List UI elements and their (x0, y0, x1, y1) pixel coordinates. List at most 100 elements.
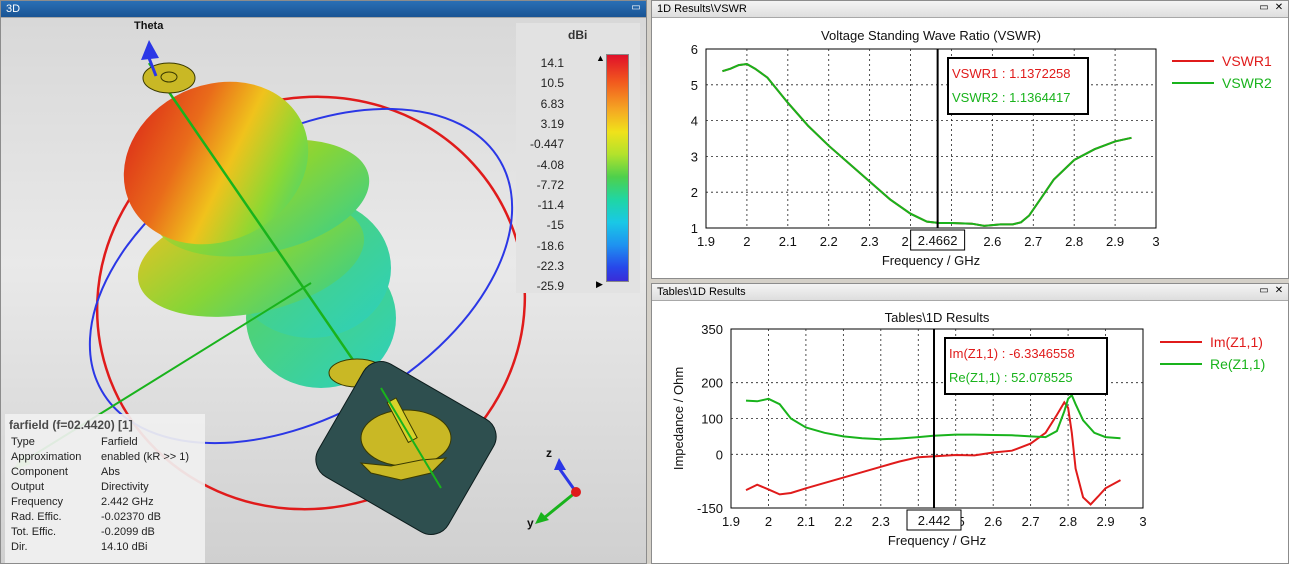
marker-value-box (910, 229, 966, 251)
colorbar-tick-label: -15 (546, 218, 564, 233)
x-axis-label: Frequency / GHz (882, 253, 980, 268)
tables-pane: Tables\1D Results ▭ ✕ Tables\1D Results 1… (651, 283, 1289, 564)
info-key: Component (11, 466, 68, 478)
marker-readout-text: Re(Z1,1) : 52.078525 (949, 370, 1073, 385)
main-lobe (123, 81, 309, 245)
vswr-chart[interactable]: Voltage Standing Wave Ratio (VSWR) 1.9 2 2.… (652, 18, 1288, 278)
colorbar-min-handle-icon[interactable]: ▶ (596, 279, 603, 289)
colorbar-tick-label: -18.6 (536, 238, 564, 253)
x-tick-label: 2.1 (797, 514, 815, 529)
colorbar-unit: dBi (568, 28, 588, 42)
y-tick-label: 200 (701, 376, 723, 391)
x-tick-label: 2.9 (1097, 514, 1115, 529)
theta-label: Theta (134, 20, 164, 32)
y-tick-label: 4 (691, 114, 698, 129)
y-tick-label: 350 (701, 322, 723, 337)
tables-titlebar[interactable]: Tables\1D Results ▭ ✕ (652, 284, 1288, 301)
legend-label[interactable]: VSWR1 (1222, 53, 1272, 69)
triad-y-label: y (527, 516, 534, 530)
x-tick-label: 2.3 (861, 234, 879, 249)
farfield-info-panel: farfield (f=02.4420) [1] Type Farfield App… (5, 414, 205, 563)
colorbar-tick-label: -22.3 (536, 259, 564, 273)
colorbar-tick-label: 10.5 (540, 76, 564, 91)
top-disc (142, 62, 196, 94)
z-axis-icon (554, 458, 566, 470)
legend-label[interactable]: Im(Z1,1) (1210, 334, 1263, 350)
info-key: Rad. Effic. (11, 511, 62, 523)
farfield-info-title: farfield (f=02.4420) [1] (9, 418, 133, 432)
series-line-2 (745, 393, 1121, 441)
x-tick-label: 2.6 (984, 514, 1002, 529)
colorbar-tick-label: 3.19 (540, 116, 564, 131)
x-tick-label: 3 (1152, 234, 1159, 249)
x-tick-label: 2.8 (1065, 234, 1083, 249)
x-tick-label: 2.8 (1059, 514, 1077, 529)
vswr-pane-title: 1D Results\VSWR (657, 3, 747, 15)
view3d-restore-icon[interactable]: ▭ (631, 2, 641, 13)
chart-title: Voltage Standing Wave Ratio (VSWR) (821, 28, 1041, 43)
marker-readout-text: VSWR1 : 1.1372258 (952, 66, 1071, 81)
info-value: Farfield (101, 436, 138, 448)
x-tick-label: 2 (743, 234, 750, 249)
colorbar-gradient (606, 54, 629, 282)
info-key: Type (11, 436, 35, 448)
marker-readout-text: VSWR2 : 1.1364417 (952, 90, 1071, 105)
colorbar-tick-label: -0.447 (529, 137, 564, 152)
y-tick-label: 100 (701, 412, 723, 427)
info-value: Directivity (101, 481, 149, 493)
y-tick-label: 5 (691, 78, 698, 93)
info-value: -0.2099 dB (101, 526, 155, 538)
y-tick-label: 0 (716, 447, 723, 462)
info-key: Output (11, 481, 45, 493)
x-tick-label: 2.7 (1022, 514, 1040, 529)
info-key: Tot. Effic. (11, 526, 57, 538)
farfield-scene[interactable]: Theta z y (1, 18, 646, 563)
view3d-title: 3D (6, 3, 21, 15)
marker-value-box (906, 509, 962, 531)
legend-label[interactable]: VSWR2 (1222, 75, 1272, 91)
impedance-chart[interactable]: Tables\1D Results1.922.12.22.32.42.52.62… (652, 301, 1288, 563)
marker-value-label: 2.442 (918, 513, 951, 528)
x-tick-label: 2.6 (983, 234, 1001, 249)
marker-value-label: 2.4662 (918, 233, 958, 248)
info-value: 14.10 dBi (101, 541, 148, 553)
series-line-2 (722, 62, 1132, 227)
x-tick-label: 1.9 (722, 514, 740, 529)
tables-restore-icon[interactable]: ▭ (1259, 285, 1269, 296)
y-axis-icon (535, 512, 549, 524)
y-tick-label: -150 (697, 501, 723, 516)
tables-close-icon[interactable]: ✕ (1274, 285, 1284, 296)
tables-pane-title: Tables\1D Results (657, 286, 746, 298)
legend-label[interactable]: Re(Z1,1) (1210, 356, 1265, 372)
marker-readout-box (947, 57, 1089, 115)
vswr-restore-icon[interactable]: ▭ (1259, 2, 1269, 13)
colorbar-tick-label: -25.9 (536, 279, 564, 294)
info-value: Abs (101, 466, 120, 478)
y-tick-label: 6 (691, 42, 698, 57)
x-tick-label: 2.2 (820, 234, 838, 249)
colorbar-tick-label: -11.4 (537, 198, 564, 213)
marker-readout-box (944, 337, 1108, 395)
triad-z-label: z (546, 446, 552, 460)
x-tick-label: 3 (1139, 514, 1146, 529)
vswr-titlebar[interactable]: 1D Results\VSWR ▭ ✕ (652, 1, 1288, 18)
colorbar: dBi 14.1 10.5 6.83 3.19 -0.447 -4.08 -7.72 -11.… (516, 23, 640, 293)
y-axis-label: Impedance / Ohm (671, 367, 686, 470)
colorbar-max-handle-icon[interactable]: ▲ (596, 53, 605, 63)
colorbar-tick-label: 6.83 (540, 96, 564, 111)
vswr-close-icon[interactable]: ✕ (1274, 2, 1284, 13)
colorbar-tick-label: -4.08 (536, 157, 564, 172)
info-value: 2.442 GHz (101, 496, 154, 508)
x-axis-label: Frequency / GHz (888, 533, 986, 548)
colorbar-tick-label: 14.1 (540, 56, 564, 70)
x-tick-label: 2.2 (834, 514, 852, 529)
series-line-1 (745, 400, 1121, 506)
view3d-canvas[interactable]: Theta z y dBi 14.1 10.5 6.83 3.19 -0.447 -4.0… (1, 18, 646, 563)
x-tick-label: 2 (765, 514, 772, 529)
chart-title: Tables\1D Results (885, 310, 990, 325)
y-tick-label: 1 (691, 221, 698, 236)
info-value: enabled (kR >> 1) (101, 451, 190, 463)
view3d-titlebar[interactable]: 3D ▭ (1, 1, 646, 18)
info-value: -0.02370 dB (101, 511, 161, 523)
x-tick-label: 1.9 (697, 234, 715, 249)
